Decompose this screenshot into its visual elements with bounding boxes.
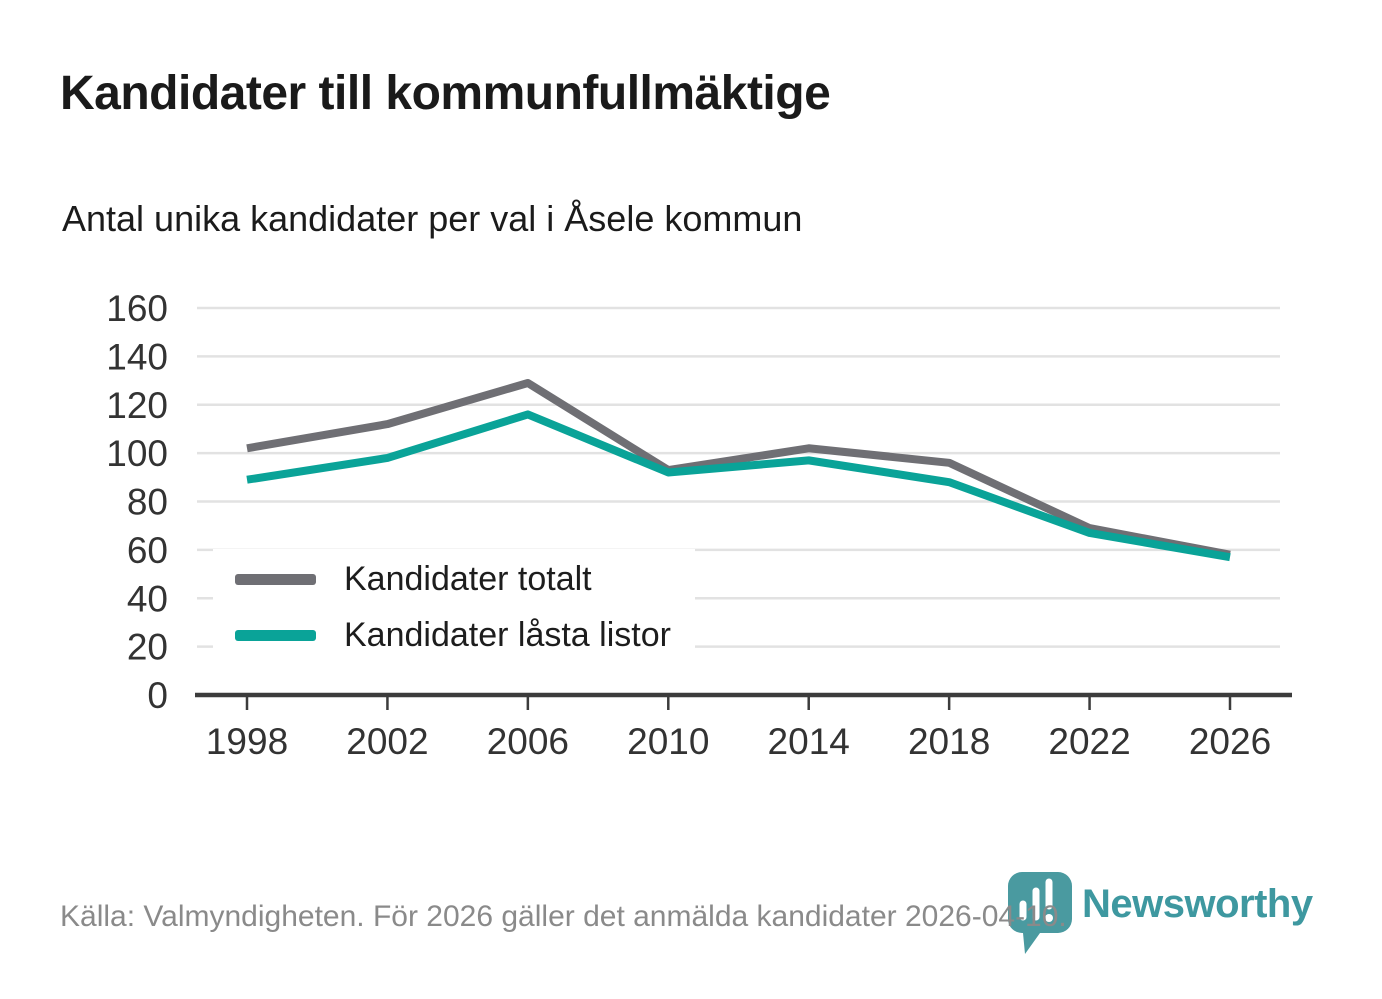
legend-label-locked-lists: Kandidater låsta listor — [344, 615, 671, 654]
svg-text:140: 140 — [106, 336, 168, 377]
newsworthy-pin-bar-chart-icon — [1008, 872, 1072, 954]
svg-text:2010: 2010 — [627, 721, 709, 762]
newsworthy-wordmark: Newsworthy — [1082, 882, 1313, 926]
svg-text:1998: 1998 — [206, 721, 288, 762]
svg-text:2014: 2014 — [768, 721, 850, 762]
chart-legend: Kandidater totalt Kandidater låsta listo… — [213, 549, 695, 669]
svg-text:120: 120 — [106, 385, 168, 426]
svg-text:60: 60 — [127, 530, 168, 571]
svg-text:0: 0 — [147, 675, 168, 716]
legend-label-total: Kandidater totalt — [344, 559, 592, 598]
source-note: Källa: Valmyndigheten. För 2026 gäller d… — [60, 900, 1067, 933]
page-title: Kandidater till kommunfullmäktige — [60, 67, 831, 120]
svg-text:100: 100 — [106, 433, 168, 474]
svg-text:2006: 2006 — [487, 721, 569, 762]
svg-text:20: 20 — [127, 627, 168, 668]
legend-swatch-gray — [235, 573, 316, 585]
svg-text:2002: 2002 — [346, 721, 428, 762]
svg-text:2026: 2026 — [1189, 721, 1271, 762]
newsworthy-logo: Newsworthy — [1008, 872, 1313, 954]
legend-item-locked-lists: Kandidater låsta listor — [235, 607, 671, 663]
svg-text:80: 80 — [127, 482, 168, 523]
svg-text:40: 40 — [127, 578, 168, 619]
svg-text:160: 160 — [106, 288, 168, 329]
page-subtitle: Antal unika kandidater per val i Åsele k… — [62, 198, 803, 239]
legend-item-total: Kandidater totalt — [235, 551, 671, 607]
svg-text:2018: 2018 — [908, 721, 990, 762]
svg-text:2022: 2022 — [1048, 721, 1130, 762]
legend-swatch-teal — [235, 629, 316, 641]
